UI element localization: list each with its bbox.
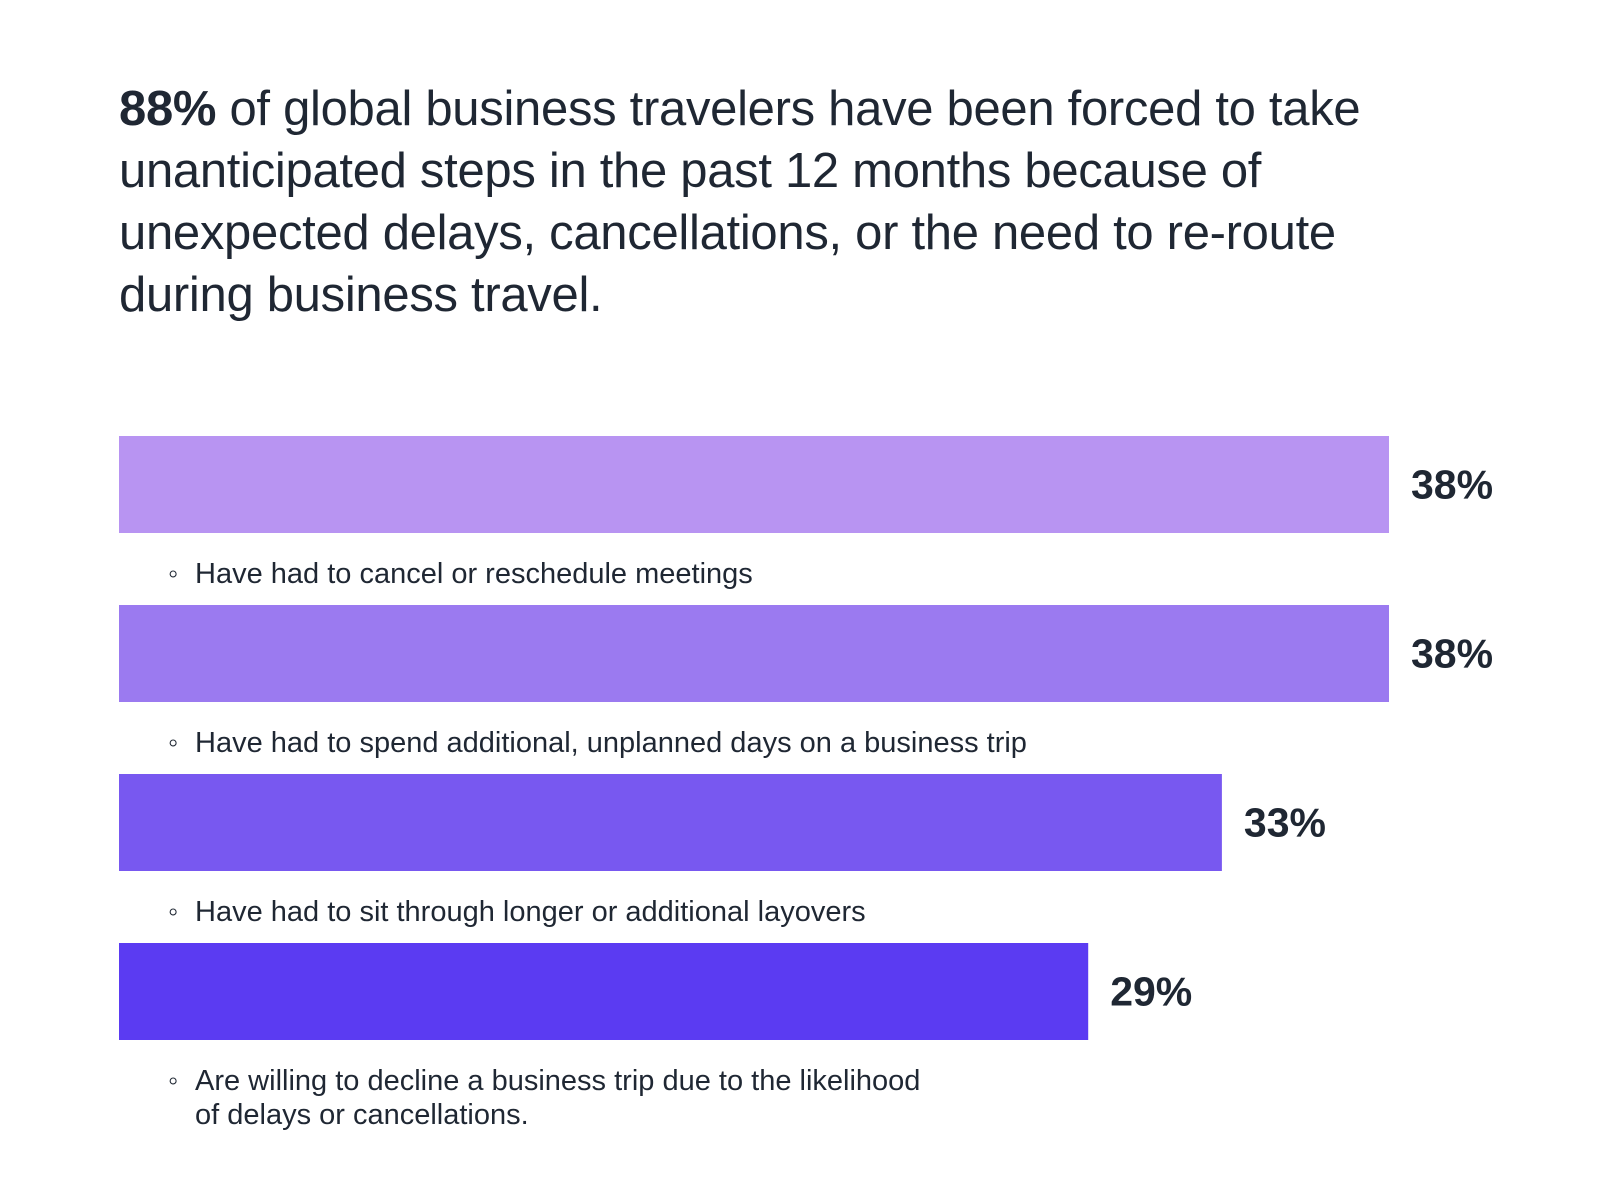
headline-stat: 88% bbox=[119, 82, 217, 136]
bullet-icon: ◦ bbox=[168, 1065, 178, 1097]
category-label: Have had to cancel or reschedule meeting… bbox=[195, 558, 753, 590]
headline-text: of global business travelers have been f… bbox=[119, 82, 1361, 322]
bar-1 bbox=[119, 436, 1389, 533]
bar-2 bbox=[119, 605, 1389, 702]
headline: 88% of global business travelers have be… bbox=[119, 78, 1419, 326]
category-label: Have had to spend additional, unplanned … bbox=[195, 727, 1027, 759]
bullet-icon: ◦ bbox=[168, 558, 178, 590]
bar-value-label: 38% bbox=[1411, 631, 1493, 677]
bar-4 bbox=[119, 943, 1089, 1040]
bar-value-label: 38% bbox=[1411, 462, 1493, 508]
category-label: Have had to sit through longer or additi… bbox=[195, 896, 866, 928]
bar-3 bbox=[119, 774, 1222, 871]
category-label: Are willing to decline a business trip d… bbox=[195, 1065, 920, 1097]
bullet-icon: ◦ bbox=[168, 896, 178, 928]
bullet-icon: ◦ bbox=[168, 727, 178, 759]
bar-value-label: 33% bbox=[1244, 800, 1326, 846]
bar-value-label: 29% bbox=[1110, 969, 1192, 1015]
category-label: of delays or cancellations. bbox=[195, 1099, 529, 1131]
